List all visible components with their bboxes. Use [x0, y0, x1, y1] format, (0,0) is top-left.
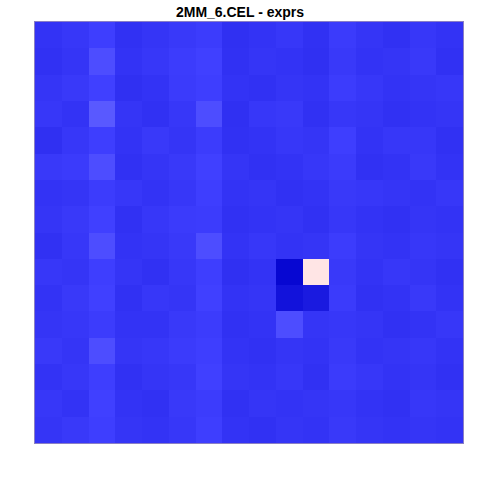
- svg-text:2MM_6.CEL - exprs: 2MM_6.CEL - exprs: [176, 4, 304, 20]
